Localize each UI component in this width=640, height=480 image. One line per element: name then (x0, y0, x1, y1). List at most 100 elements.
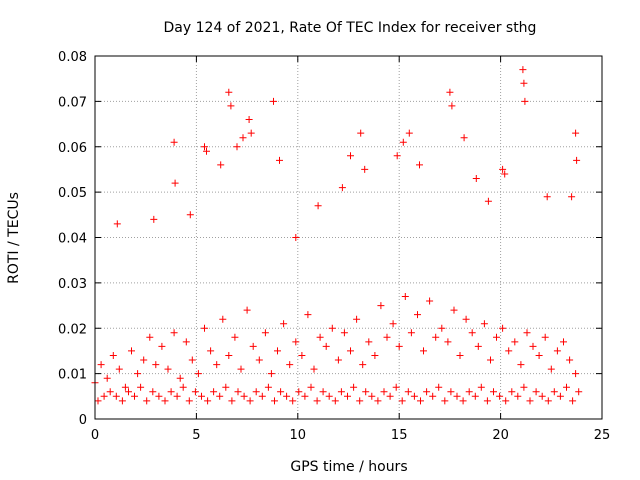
data-point (508, 388, 516, 396)
data-point (216, 392, 224, 400)
data-point (164, 365, 172, 373)
data-point (286, 361, 294, 369)
data-point (365, 338, 373, 346)
data-point (143, 397, 151, 405)
data-point (401, 293, 409, 300)
y-tick-label: 0.05 (58, 186, 87, 201)
data-point (316, 333, 324, 341)
data-point (103, 374, 111, 382)
data-point (182, 338, 190, 346)
data-point (374, 397, 382, 405)
data-point (194, 370, 202, 378)
data-point (217, 161, 225, 169)
y-tick-label: 0.04 (58, 232, 87, 247)
data-point (505, 347, 513, 355)
data-point (541, 333, 549, 341)
data-point (517, 361, 525, 369)
data-point (170, 138, 178, 146)
data-point (520, 383, 528, 391)
data-point (344, 392, 351, 400)
data-point (429, 392, 437, 400)
data-point (228, 397, 236, 405)
y-tick-label: 0.08 (58, 50, 87, 65)
data-point (435, 383, 443, 391)
plot-frame (94, 55, 603, 420)
data-point (465, 388, 473, 396)
data-point (499, 324, 507, 332)
data-point (112, 392, 120, 400)
data-point (337, 388, 345, 396)
data-points (91, 66, 583, 405)
data-point (456, 352, 464, 359)
data-point (261, 329, 269, 337)
data-point (276, 156, 283, 164)
data-point (444, 338, 452, 346)
data-point (94, 397, 102, 405)
data-point (368, 392, 376, 400)
data-point (520, 79, 528, 87)
data-point (521, 97, 529, 105)
data-point (566, 356, 574, 364)
data-point (231, 333, 239, 341)
data-point (158, 342, 166, 350)
data-point (556, 392, 564, 400)
x-tick-label: 5 (192, 428, 200, 443)
data-point (115, 365, 123, 373)
data-point (514, 392, 522, 400)
data-point (167, 388, 175, 396)
data-point (399, 138, 407, 146)
data-point (392, 383, 400, 391)
data-point (389, 320, 397, 328)
chart-title: Day 124 of 2021, Rate Of TEC Index for r… (164, 20, 537, 36)
data-point (310, 365, 318, 373)
data-point (203, 147, 210, 155)
data-point (295, 388, 303, 396)
data-point (347, 347, 354, 355)
data-point (519, 66, 527, 74)
data-point (393, 152, 401, 160)
data-point (125, 388, 132, 396)
grid-lines (95, 56, 602, 419)
data-point (438, 324, 446, 332)
data-point (371, 352, 379, 359)
data-point (568, 193, 576, 201)
data-point (398, 397, 406, 405)
data-point (447, 388, 455, 396)
data-point (198, 392, 205, 400)
data-point (377, 302, 385, 310)
data-point (407, 329, 415, 337)
data-point (563, 383, 570, 391)
data-point (289, 397, 297, 405)
y-tick-label: 0 (79, 413, 87, 428)
data-point (450, 306, 458, 314)
data-point (255, 356, 263, 364)
data-point (453, 392, 461, 400)
data-point (359, 361, 367, 369)
data-point (314, 202, 322, 210)
data-point (134, 370, 142, 378)
data-point (432, 333, 440, 341)
data-point (353, 315, 361, 323)
y-tick-label: 0.03 (58, 277, 87, 292)
data-point (338, 184, 346, 192)
data-point (237, 365, 245, 373)
data-point (484, 197, 492, 205)
data-point (277, 388, 285, 396)
data-point (550, 388, 558, 396)
data-point (219, 315, 227, 323)
data-point (499, 165, 507, 173)
data-point (560, 338, 567, 346)
data-point (410, 392, 418, 400)
data-point (252, 388, 260, 396)
data-point (121, 383, 129, 391)
data-point (414, 311, 421, 319)
data-point (267, 370, 275, 378)
data-point (417, 397, 424, 405)
data-point (474, 342, 482, 350)
data-point (575, 388, 583, 396)
data-point (462, 315, 470, 323)
data-point (404, 388, 412, 396)
data-point (185, 397, 193, 405)
data-point (361, 165, 369, 173)
data-point (493, 333, 500, 341)
